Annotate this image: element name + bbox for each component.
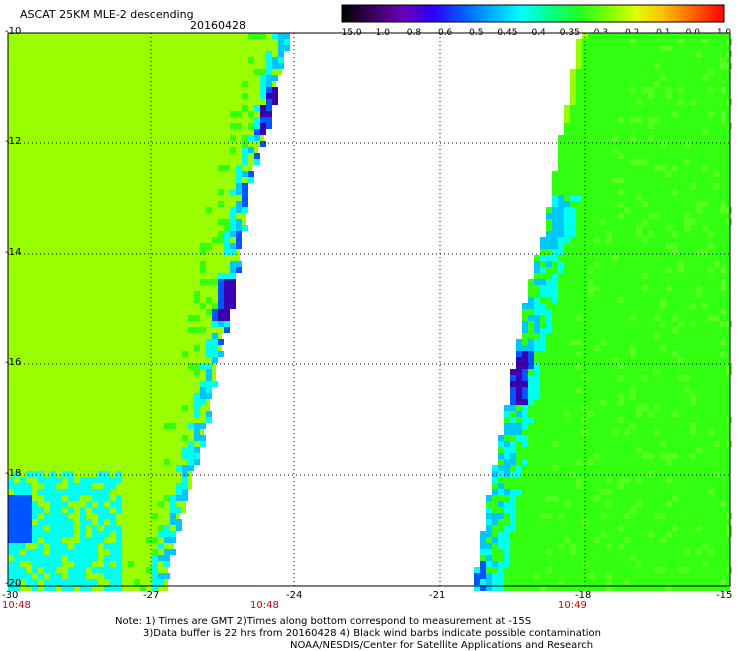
lon-label: -24 bbox=[286, 590, 303, 601]
swath-time: 10:48 bbox=[250, 600, 279, 611]
colorbar-gradient bbox=[341, 4, 725, 23]
footer-note-line3: NOAA/NESDIS/Center for Satellite Applica… bbox=[290, 640, 594, 651]
map-gridlines bbox=[8, 33, 730, 586]
lon-label: -15 bbox=[716, 590, 733, 601]
product-date: 20160428 bbox=[190, 19, 246, 32]
swath-right bbox=[474, 33, 732, 591]
lat-label: -10 bbox=[5, 26, 22, 37]
map-frame bbox=[7, 32, 731, 587]
lon-label: -30 bbox=[2, 590, 19, 601]
swath-time: 10:48 bbox=[2, 600, 31, 611]
lat-label: -14 bbox=[5, 247, 22, 258]
wind-map bbox=[7, 32, 732, 591]
product-title: ASCAT 25KM MLE-2 descending bbox=[20, 8, 194, 21]
lon-label: -21 bbox=[429, 590, 446, 601]
lon-label: -27 bbox=[143, 590, 160, 601]
swath-left bbox=[8, 33, 290, 591]
lon-label: -18 bbox=[575, 590, 592, 601]
lat-label: -20 bbox=[5, 578, 22, 589]
footer-note-line1: Note: 1) Times are GMT 2)Times along bot… bbox=[115, 616, 532, 627]
lat-label: -16 bbox=[5, 357, 22, 368]
lat-label: -12 bbox=[5, 136, 22, 147]
swath-time: 10:49 bbox=[558, 600, 587, 611]
lat-label: -18 bbox=[5, 468, 22, 479]
footer-note-line2: 3)Data buffer is 22 hrs from 20160428 4)… bbox=[143, 628, 601, 639]
